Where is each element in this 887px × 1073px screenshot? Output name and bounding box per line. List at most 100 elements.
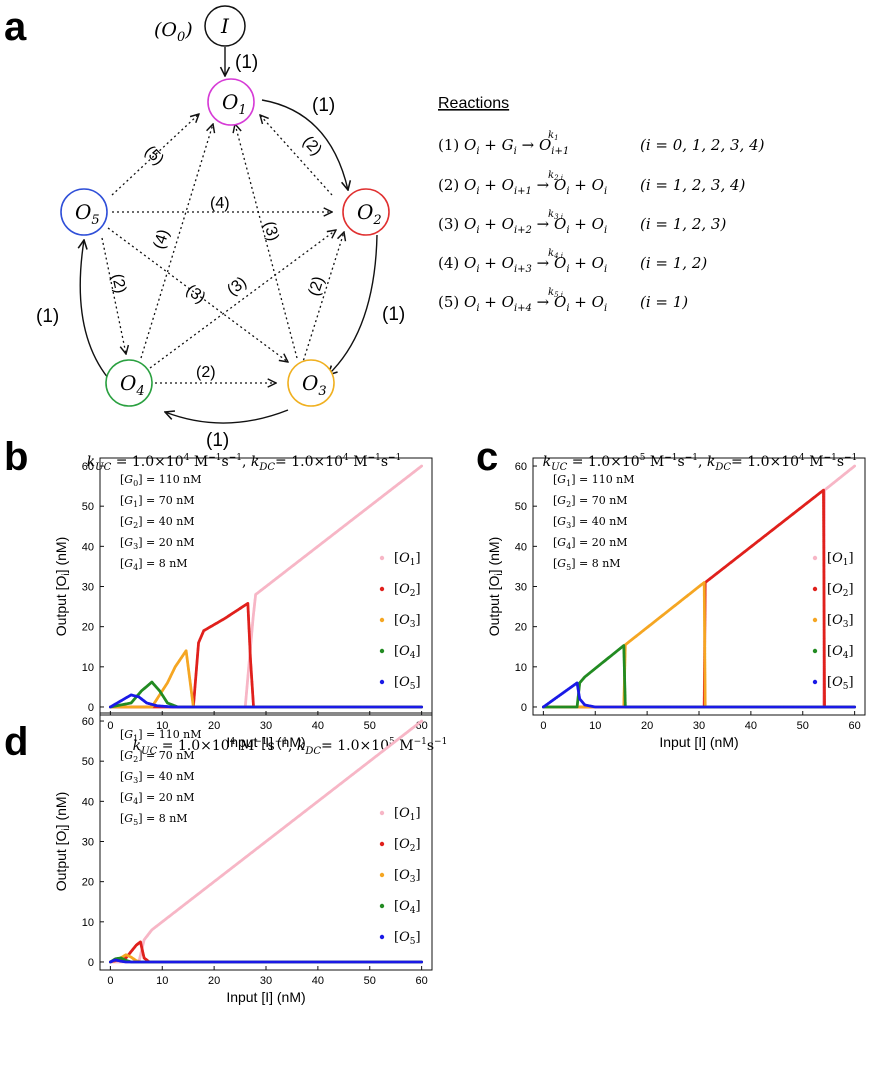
- legend-label-c-1: [O2]: [827, 582, 854, 599]
- x-tick-label-c-40: 40: [745, 720, 757, 732]
- y-tick-label-c-20: 20: [515, 622, 527, 634]
- edge-label-o4-o1: (4): [151, 227, 173, 251]
- charts: b kUC = 1.0×104 M−1s−1, kDC= 1.0×104 M−1s…: [4, 435, 865, 1005]
- y-tick-label-d-20: 20: [82, 877, 94, 889]
- ring-o2-to-o3: [328, 235, 377, 375]
- annotation-d-4: [G5] = 8 nM: [120, 812, 188, 827]
- data-point-d-0: [420, 720, 423, 723]
- x-tick-label-b-30: 30: [260, 720, 272, 732]
- ring-label-o2-o3: (1): [382, 304, 405, 325]
- edge-o4-to-o2: [150, 230, 336, 368]
- y-tick-label-d-40: 40: [82, 796, 94, 808]
- node-o2: O2: [343, 189, 389, 235]
- legend-label-c-0: [O1]: [827, 551, 854, 568]
- panel-letter-c: c: [476, 435, 498, 479]
- series-d-O2: [109, 940, 423, 963]
- input-label: (O0): [154, 19, 193, 45]
- legend-marker-c-1: [813, 587, 817, 591]
- x-tick-label-b-0: 0: [107, 720, 113, 732]
- series-b-O3: [109, 649, 423, 708]
- y-axis-label-c: Output [Oi] (nM): [486, 537, 505, 637]
- x-tick-label-b-40: 40: [312, 720, 324, 732]
- reaction-1-rate: k1: [548, 130, 559, 142]
- x-tick-label-c-50: 50: [797, 720, 809, 732]
- input-node-label: I: [220, 14, 230, 38]
- annotation-c-0: [G1] = 110 nM: [553, 473, 635, 488]
- x-tick-label-d-60: 60: [416, 975, 428, 987]
- reaction-4-text: (4) Oi + Oi+3 → Oi + Oi: [438, 254, 607, 275]
- reaction-3-rate: k3,i: [548, 209, 563, 221]
- reaction-3-text: (3) Oi + Oi+2 → Oi + Oi: [438, 215, 607, 236]
- ring-label-o3-o4: (1): [206, 430, 229, 451]
- reactions-list: (1) Oi + Gi → Oi+1k1(i = 0, 1, 2, 3, 4)(…: [438, 130, 765, 314]
- legend-marker-b-2: [380, 618, 384, 622]
- reaction-4-rate: k4,i: [548, 248, 563, 260]
- legend-label-c-3: [O4]: [827, 644, 854, 661]
- x-tick-label-c-60: 60: [849, 720, 861, 732]
- node-o4: O4: [106, 360, 152, 406]
- reaction-4-range: (i = 1, 2): [640, 254, 707, 272]
- edge-label-o3-o4: (2): [196, 364, 216, 381]
- annotation-d-2: [G3] = 40 nM: [120, 770, 195, 785]
- x-tick-label-d-50: 50: [364, 975, 376, 987]
- edge-label-o4-o2: (3): [224, 274, 250, 299]
- ring-label-o1-o2: (1): [312, 95, 335, 116]
- panel-letter-b: b: [4, 435, 28, 479]
- legend-label-b-1: [O2]: [394, 582, 421, 599]
- y-tick-label-b-60: 60: [82, 461, 94, 473]
- reaction-1-range: (i = 0, 1, 2, 3, 4): [640, 136, 765, 154]
- legend-marker-c-4: [813, 680, 817, 684]
- input-edge-label: (1): [235, 52, 258, 73]
- x-tick-label-b-50: 50: [364, 720, 376, 732]
- legend-label-b-3: [O4]: [394, 644, 421, 661]
- legend-label-b-2: [O3]: [394, 613, 421, 630]
- annotation-b-3: [G3] = 20 nM: [120, 536, 195, 551]
- legend-marker-c-3: [813, 649, 817, 653]
- x-tick-label-d-20: 20: [208, 975, 220, 987]
- series-c-O4: [542, 644, 856, 708]
- edge-label-o5-o3: (3): [183, 282, 209, 307]
- ring-label-o4-o5: (1): [36, 306, 59, 327]
- x-tick-label-d-0: 0: [107, 975, 113, 987]
- reaction-5-rate: k5,i: [548, 287, 563, 299]
- series-c-O3: [542, 581, 856, 708]
- series-c-O5: [542, 681, 856, 708]
- series-b-O2: [109, 602, 423, 708]
- y-tick-label-b-40: 40: [82, 541, 94, 553]
- edge-o1-to-o2: [260, 115, 332, 195]
- chart-title-b: kUC = 1.0×104 M−1s−1, kDC= 1.0×104 M−1s−…: [87, 453, 402, 473]
- data-point-b-4: [420, 706, 423, 709]
- legend-label-c-4: [O5]: [827, 675, 854, 692]
- edge-label-o5-o2: (4): [210, 195, 230, 212]
- y-tick-label-d-10: 10: [82, 917, 94, 929]
- y-tick-label-c-60: 60: [515, 461, 527, 473]
- panel-letter-a: a: [4, 5, 27, 49]
- edge-label-o4-o5: (2): [108, 272, 129, 295]
- annotation-b-4: [G4] = 8 nM: [120, 557, 188, 572]
- node-o1: O1: [208, 79, 254, 125]
- y-tick-label-c-0: 0: [521, 702, 527, 714]
- legend-marker-c-2: [813, 618, 817, 622]
- annotation-b-0: [G0] = 110 nM: [120, 473, 202, 488]
- reaction-2-rate: k2,i: [548, 170, 563, 182]
- x-tick-label-d-40: 40: [312, 975, 324, 987]
- reactions-title: Reactions: [438, 95, 509, 112]
- edge-o4-to-o5: [102, 238, 126, 354]
- annotation-c-3: [G4] = 20 nM: [553, 536, 628, 551]
- y-tick-label-b-0: 0: [88, 702, 94, 714]
- x-tick-label-c-20: 20: [641, 720, 653, 732]
- edge-label-o1-o2: (2): [299, 133, 325, 159]
- legend-marker-b-3: [380, 649, 384, 653]
- data-point-c-4: [853, 706, 856, 709]
- ring-o3-to-o4: [165, 410, 288, 423]
- y-tick-label-c-30: 30: [515, 582, 527, 594]
- data-point-b-0: [420, 465, 423, 468]
